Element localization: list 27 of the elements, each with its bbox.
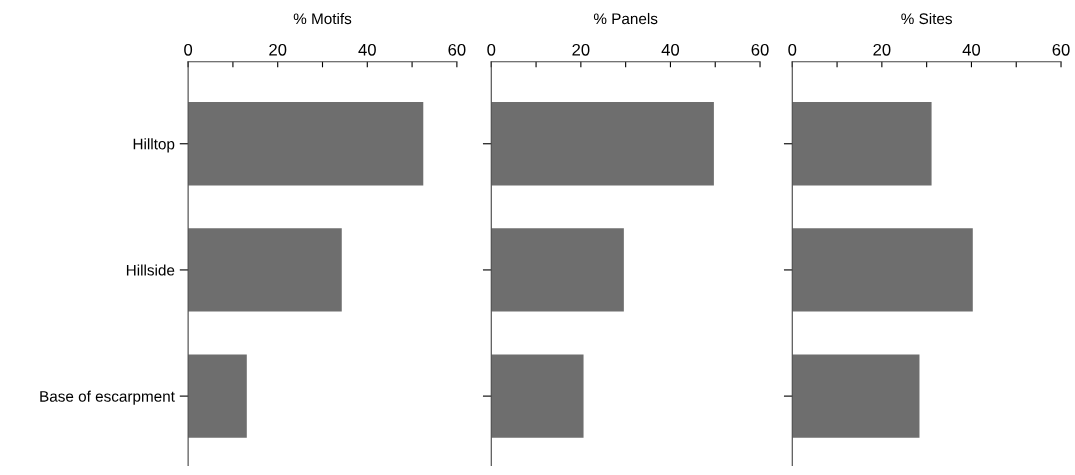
y-tick-label: Base of escarpment [40, 390, 175, 405]
x-tick-label: 40 [661, 43, 680, 56]
bar [188, 354, 247, 438]
bar [792, 228, 973, 312]
bar [491, 228, 624, 312]
x-tick-label: 20 [873, 43, 891, 56]
bar [491, 354, 584, 438]
bar [792, 354, 920, 438]
x-tick-label: 60 [751, 43, 769, 56]
bar [188, 102, 424, 186]
x-axis-title: % Motifs [293, 12, 352, 25]
y-tick-label: Hillside [126, 264, 175, 276]
x-tick-label: 0 [487, 43, 496, 56]
x-tick-label: 60 [1052, 43, 1070, 56]
x-tick-label: 0 [788, 43, 797, 56]
bar [188, 228, 342, 312]
x-axis-title: % Sites [901, 12, 952, 25]
y-tick-label: Hilltop [133, 138, 175, 153]
x-tick-label: 20 [572, 43, 590, 56]
x-tick-label: 40 [358, 43, 376, 56]
x-axis-title: % Panels [593, 12, 658, 25]
x-tick-label: 20 [269, 43, 287, 56]
bar [491, 102, 714, 186]
bar [792, 102, 932, 186]
x-tick-label: 40 [962, 43, 981, 56]
x-tick-label: 60 [448, 43, 466, 56]
x-tick-label: 0 [184, 43, 193, 56]
